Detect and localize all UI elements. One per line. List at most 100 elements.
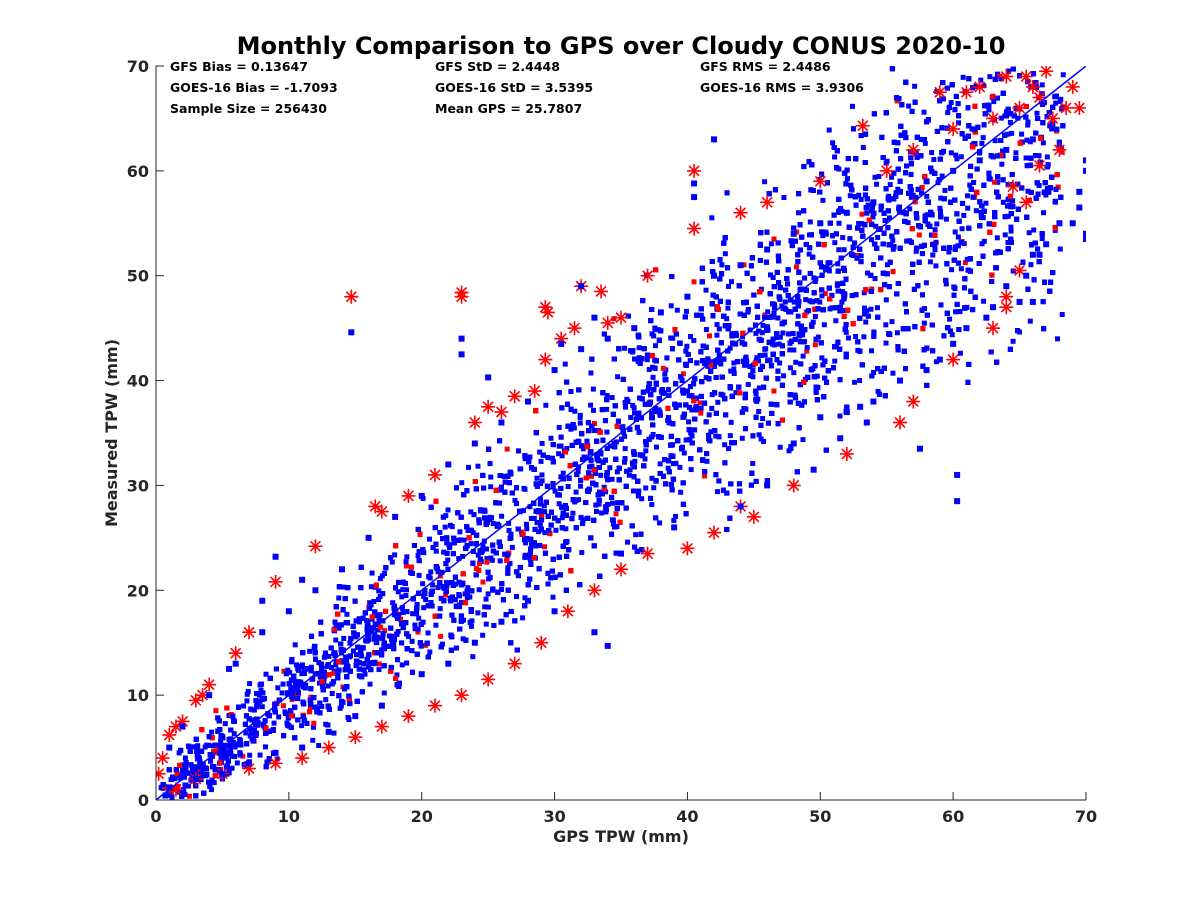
cloud-point (443, 592, 449, 598)
cloud-point (777, 444, 783, 450)
cloud-point (768, 241, 774, 247)
cloud-point (591, 407, 597, 413)
chart-title: Monthly Comparison to GPS over Cloudy CO… (237, 32, 1006, 60)
cloud-point (548, 435, 554, 441)
cloud-point (412, 622, 418, 628)
cloud-point (415, 626, 421, 632)
cloud-point (889, 174, 895, 180)
cloud-point (832, 154, 838, 160)
cloud-point (623, 468, 629, 474)
cloud-point (482, 604, 488, 610)
cloud-point (468, 623, 474, 629)
cloud-point (556, 501, 562, 507)
cloud-point (995, 179, 1001, 185)
cloud-point (217, 760, 223, 766)
cloud-point (714, 332, 720, 338)
cloud-point (374, 613, 380, 619)
cloud-point (653, 343, 659, 349)
cloud-point (335, 671, 341, 677)
cloud-point (376, 667, 382, 673)
cloud-point (883, 322, 889, 328)
cloud-point (636, 345, 642, 351)
cloud-point (403, 563, 409, 569)
cloud-point (904, 238, 910, 244)
cloud-point (753, 330, 759, 336)
cloud-point (1028, 262, 1034, 268)
cloud-point (821, 322, 827, 328)
cloud-point (427, 649, 433, 655)
cloud-point (1027, 318, 1033, 324)
cloud-point (727, 433, 733, 439)
cloud-point (316, 743, 322, 749)
cloud-point (421, 593, 427, 599)
cloud-point (837, 413, 843, 419)
cloud-point (488, 474, 494, 480)
cloud-point (521, 485, 527, 491)
cloud-point (759, 330, 765, 336)
cloud-point (543, 402, 549, 408)
cloud-point (660, 365, 666, 371)
cloud-point (781, 194, 787, 200)
cloud-point (1026, 230, 1032, 236)
cloud-point (1025, 188, 1031, 194)
cloud-point (999, 161, 1005, 167)
cloud-point (579, 457, 585, 463)
cloud-point (1043, 192, 1049, 198)
cloud-point (195, 743, 201, 749)
cloud-point (445, 507, 451, 513)
cloud-point (622, 433, 628, 439)
cloud-point (874, 305, 880, 311)
cloud-point (435, 569, 441, 575)
cloud-point (1005, 239, 1011, 245)
cloud-point (485, 604, 491, 610)
cloud-point (357, 619, 363, 625)
cloud-point (830, 140, 836, 146)
cloud-point (488, 484, 494, 490)
cloud-point (698, 405, 704, 411)
cloud-point (208, 758, 214, 764)
cloud-point (756, 385, 762, 391)
cloud-point (442, 524, 448, 530)
cloud-point (782, 299, 788, 305)
cloud-point (665, 386, 671, 392)
cloud-point (573, 498, 579, 504)
cloud-point (949, 267, 955, 273)
cloud-point (787, 365, 793, 371)
cloud-point (274, 756, 280, 762)
cloud-point (800, 353, 806, 359)
cloud-point (307, 648, 313, 654)
cloud-point (565, 484, 571, 490)
cloud-point (404, 587, 410, 593)
cloud-point (429, 603, 435, 609)
cloud-point (404, 554, 410, 560)
cloud-point (929, 150, 935, 156)
cloud-point (609, 476, 615, 482)
cloud-point (1034, 110, 1040, 116)
cloud-point (285, 667, 291, 673)
cloud-point (806, 308, 812, 314)
cloud-point (406, 633, 412, 639)
cloud-point (460, 636, 466, 642)
cloud-point (908, 194, 914, 200)
cloud-point (333, 637, 339, 643)
cloud-point (437, 529, 443, 535)
cloud-point (468, 541, 474, 547)
cloud-point (806, 251, 812, 257)
cloud-point (961, 212, 967, 218)
cloud-point (826, 127, 832, 133)
cloud-point (240, 753, 246, 759)
cloud-point (933, 263, 939, 269)
cloud-point (499, 513, 505, 519)
cloud-point (470, 654, 476, 660)
cloud-point (353, 652, 359, 658)
cloud-point (433, 622, 439, 628)
cloud-point (889, 319, 895, 325)
cloud-point (522, 456, 528, 462)
cloud-point (522, 595, 528, 601)
cloud-point (800, 437, 806, 443)
cloud-point (876, 173, 882, 179)
cloud-point (858, 253, 864, 259)
cloud-point (930, 252, 936, 258)
cloud-point (745, 382, 751, 388)
